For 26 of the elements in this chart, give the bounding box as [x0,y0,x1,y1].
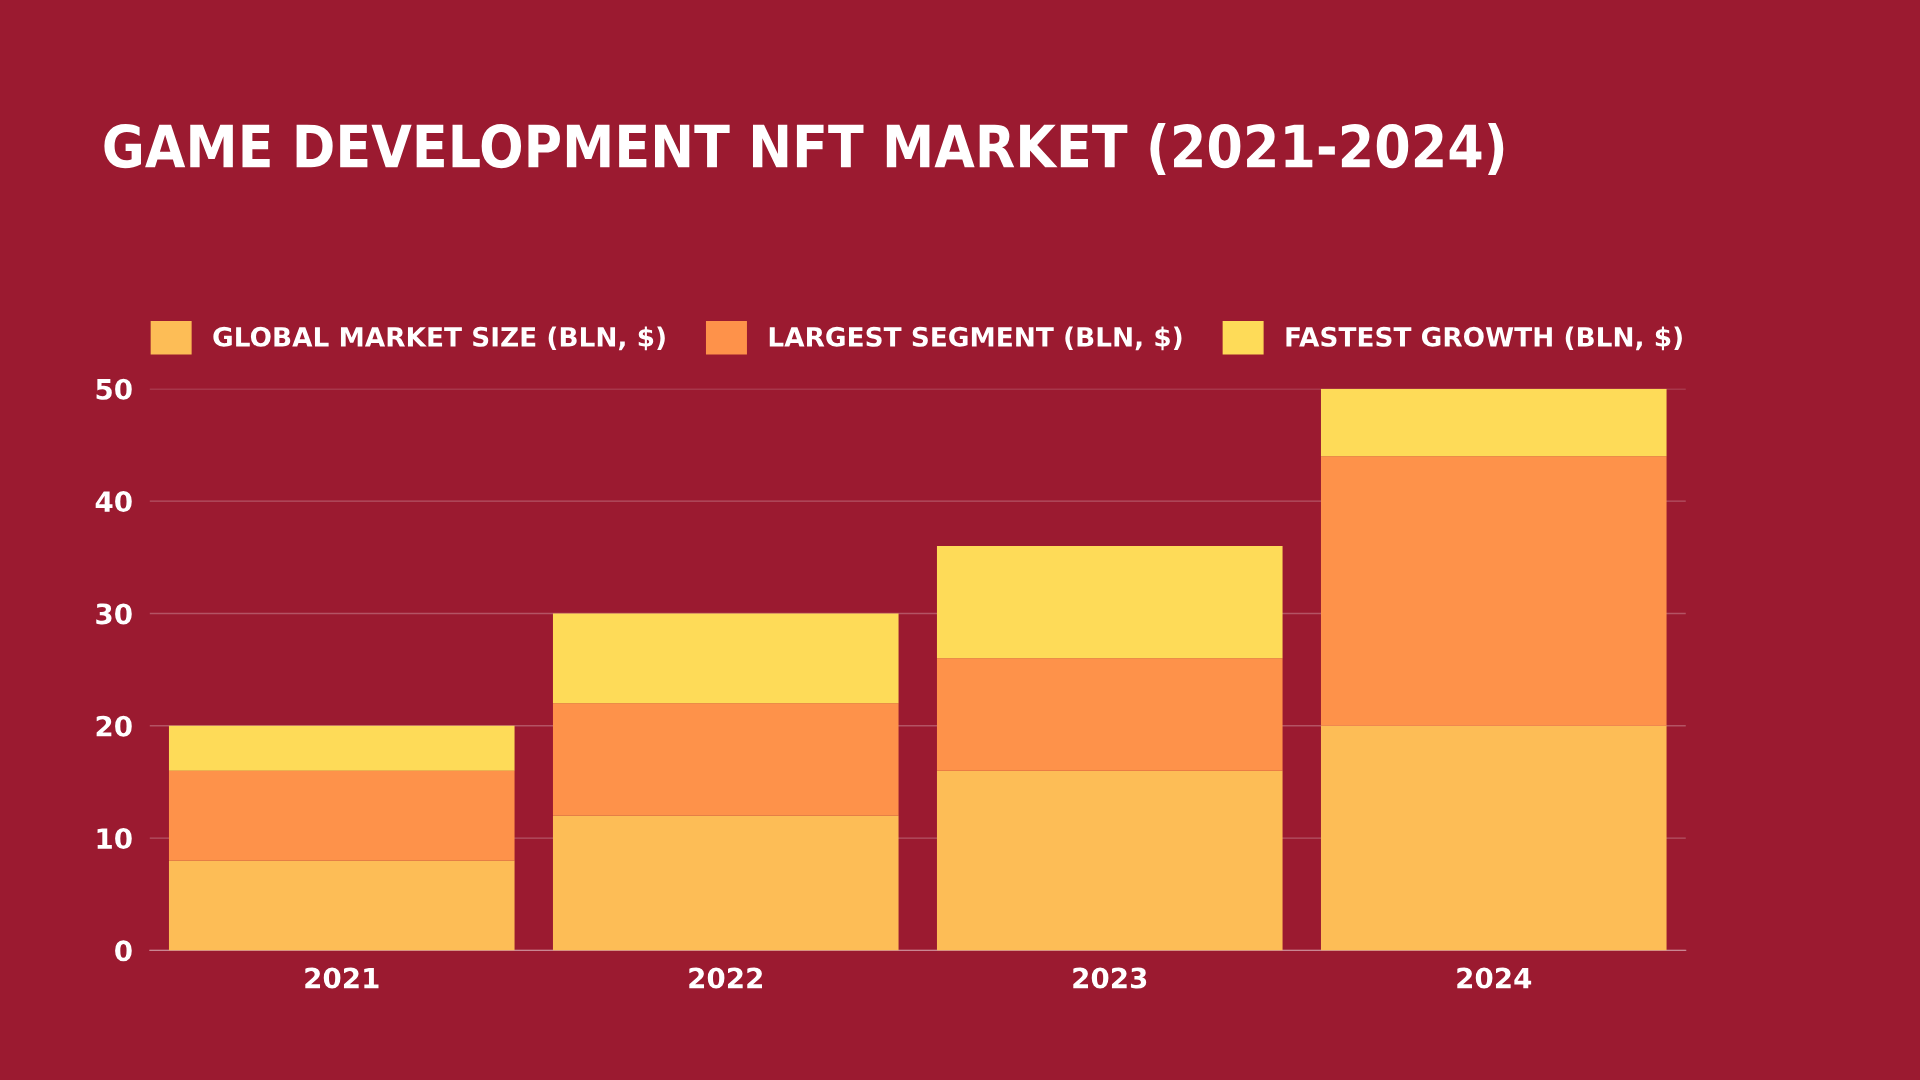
bar [936,658,1283,771]
legend-label: FASTEST GROWTH (BLN, $) [1286,326,1682,351]
x-tick-label: 2022 [689,967,762,989]
bar [168,860,515,951]
bar [168,770,515,861]
y-tick-label: 50 [96,378,132,400]
bar [552,703,899,816]
bar [1320,725,1667,951]
bar [552,613,899,704]
bar [552,815,899,951]
bar [168,725,515,771]
legend-label: LARGEST SEGMENT (BLN, $) [769,326,1182,351]
y-tick-label: 30 [96,603,132,625]
y-tick-label: 40 [95,491,132,513]
chart-title: GAME DEVELOPMENT NFT MARKET (2021-2024) [104,123,1504,175]
bar [936,770,1283,951]
x-tick-label: 2024 [1457,967,1532,989]
x-tick-label: 2023 [1073,967,1147,989]
y-tick-label: 10 [97,828,132,850]
y-tick-label: 20 [96,715,132,737]
bar [1320,456,1667,726]
x-tick-label: 2021 [305,967,379,989]
y-tick-label: 0 [115,940,132,962]
bar [1320,388,1667,457]
bar [936,546,1283,659]
legend-label: GLOBAL MARKET SIZE (BLN, $) [213,326,665,351]
